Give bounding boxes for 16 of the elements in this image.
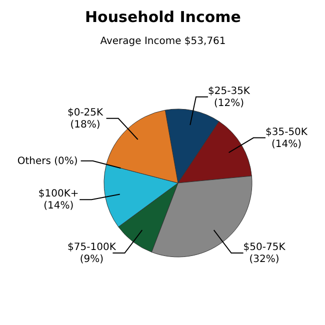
slice-label: $75-100K bbox=[68, 242, 116, 254]
data-label: (18%) bbox=[70, 119, 100, 130]
slice-label: $100K+ bbox=[38, 188, 79, 200]
chart-subtitle: Average Income $53,761 bbox=[100, 36, 226, 47]
data-label: (12%) bbox=[214, 98, 244, 109]
slice-label: $25-35K bbox=[208, 86, 250, 97]
data-label: (14%) bbox=[44, 200, 74, 212]
chart-title: Household Income bbox=[85, 8, 241, 26]
category-label: Others bbox=[17, 156, 51, 167]
slice-label: $35-50K bbox=[266, 126, 308, 138]
data-label: (9%) bbox=[80, 254, 104, 266]
text: (0%) bbox=[54, 156, 78, 167]
data-label: (14%) bbox=[271, 138, 302, 150]
data-label: (32%) bbox=[249, 254, 280, 266]
slice-label: $0-25K bbox=[67, 107, 104, 118]
slice-label: $50-75K bbox=[243, 242, 286, 254]
